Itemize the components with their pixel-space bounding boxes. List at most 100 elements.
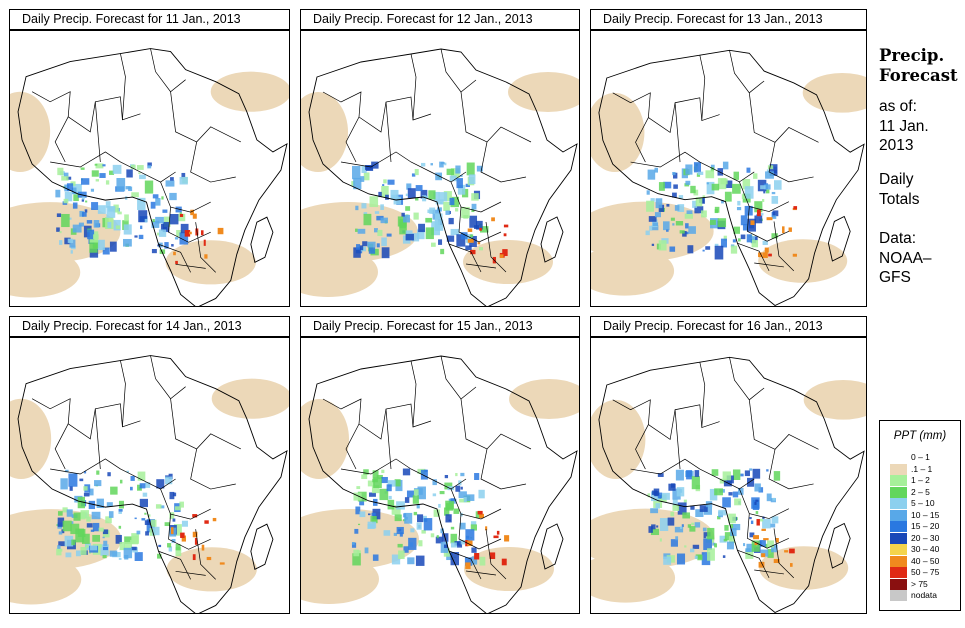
rain-cell: [418, 223, 426, 233]
rain-cell: [703, 532, 711, 539]
rain-cell: [89, 488, 94, 496]
madagascar-outline: [827, 215, 851, 262]
rain-cell: [450, 533, 458, 544]
heavy-rain-cell: [764, 247, 769, 253]
rain-cell: [376, 243, 380, 248]
rain-cell: [355, 205, 359, 211]
rain-cell: [458, 491, 467, 499]
rain-cell: [63, 172, 69, 177]
panel-title: Daily Precip. Forecast for 15 Jan., 2013: [300, 316, 580, 337]
rain-cell: [165, 180, 175, 187]
rain-cell: [432, 493, 437, 497]
rain-cell: [461, 206, 470, 219]
rain-cell: [691, 476, 700, 490]
heavy-rain-cell: [784, 550, 789, 553]
rain-cell: [68, 217, 72, 220]
rain-cell: [102, 529, 109, 535]
rain-cell: [80, 511, 86, 520]
rain-cell: [56, 213, 62, 218]
rain-cell: [107, 221, 112, 229]
rain-cell: [672, 498, 678, 506]
rain-cell: [450, 552, 460, 566]
heavy-rain-cell: [761, 553, 766, 558]
rain-cell: [751, 540, 760, 552]
heavy-rain-cell: [485, 526, 488, 531]
rain-cell: [417, 514, 424, 523]
legend-label: 30 – 40: [911, 544, 940, 554]
rain-cell: [359, 499, 365, 506]
rain-cell: [381, 469, 385, 474]
rain-cell: [754, 483, 761, 492]
rain-cell: [176, 230, 183, 237]
rain-cell: [385, 194, 389, 200]
rain-cell: [357, 491, 367, 502]
rain-cell: [706, 181, 715, 195]
rain-cell: [689, 548, 695, 553]
rain-cell: [391, 554, 401, 565]
rain-cell: [181, 520, 188, 527]
rain-cell: [131, 546, 137, 551]
rain-cell: [450, 228, 460, 236]
legend-swatch: [890, 509, 907, 521]
rain-cell: [684, 545, 687, 548]
heavy-rain-cell: [192, 531, 198, 538]
rain-cell: [754, 201, 763, 213]
rain-cell: [394, 479, 401, 487]
rain-cell: [90, 188, 95, 192]
heavy-rain-cell: [792, 253, 797, 257]
rain-cell: [444, 474, 449, 479]
country-border: [322, 91, 432, 133]
rain-cell: [361, 203, 367, 209]
rain-cell: [694, 522, 701, 528]
as-of-text: as of: 11 Jan. 2013: [879, 97, 929, 156]
data-line2: NOAA–: [879, 249, 932, 267]
rain-cell: [728, 513, 736, 524]
rain-cell: [670, 511, 675, 517]
heavy-rain-cell: [758, 561, 765, 568]
rain-cell: [72, 183, 82, 195]
rain-cell: [55, 189, 61, 198]
country-border: [746, 513, 790, 549]
rain-cell: [381, 185, 389, 198]
panel-title: Daily Precip. Forecast for 13 Jan., 2013: [590, 9, 867, 30]
country-border: [480, 141, 527, 183]
rain-cell: [444, 162, 447, 166]
heavy-rain-cell: [768, 253, 772, 257]
precip-map: [9, 337, 290, 614]
country-border: [190, 448, 236, 490]
country-border: [150, 355, 186, 400]
rain-cell: [732, 239, 736, 243]
rain-cell: [667, 517, 675, 526]
rain-cell: [102, 247, 110, 255]
rain-cell: [150, 519, 157, 527]
legend-label: 2 – 5: [911, 486, 930, 497]
rain-cell: [88, 500, 96, 510]
rain-cell: [651, 225, 659, 231]
rain-cell: [695, 197, 703, 207]
heavy-rain-cell: [491, 217, 495, 222]
heavy-rain-cell: [179, 213, 184, 217]
rain-cell: [751, 239, 759, 248]
rain-cell: [645, 230, 650, 236]
rain-cell: [83, 486, 88, 491]
country-border: [168, 207, 211, 243]
rain-cell: [387, 480, 396, 487]
country-border: [31, 91, 141, 133]
heavy-rain-cell: [204, 254, 208, 259]
rain-cell: [134, 235, 138, 238]
country-border: [170, 91, 241, 143]
rain-cell: [728, 492, 733, 496]
rain-cell: [687, 245, 694, 254]
rain-cell: [703, 506, 713, 515]
rain-cell: [697, 171, 704, 175]
rain-cell: [730, 523, 734, 529]
precip-map: [300, 337, 580, 614]
heavy-rain-cell: [754, 542, 758, 546]
rain-cell: [137, 484, 142, 491]
rain-cell: [742, 224, 749, 231]
rain-cell: [390, 189, 399, 199]
country-border: [729, 357, 765, 401]
rain-cell: [714, 245, 724, 260]
madagascar-outline: [827, 522, 851, 569]
rain-cell: [130, 164, 136, 170]
